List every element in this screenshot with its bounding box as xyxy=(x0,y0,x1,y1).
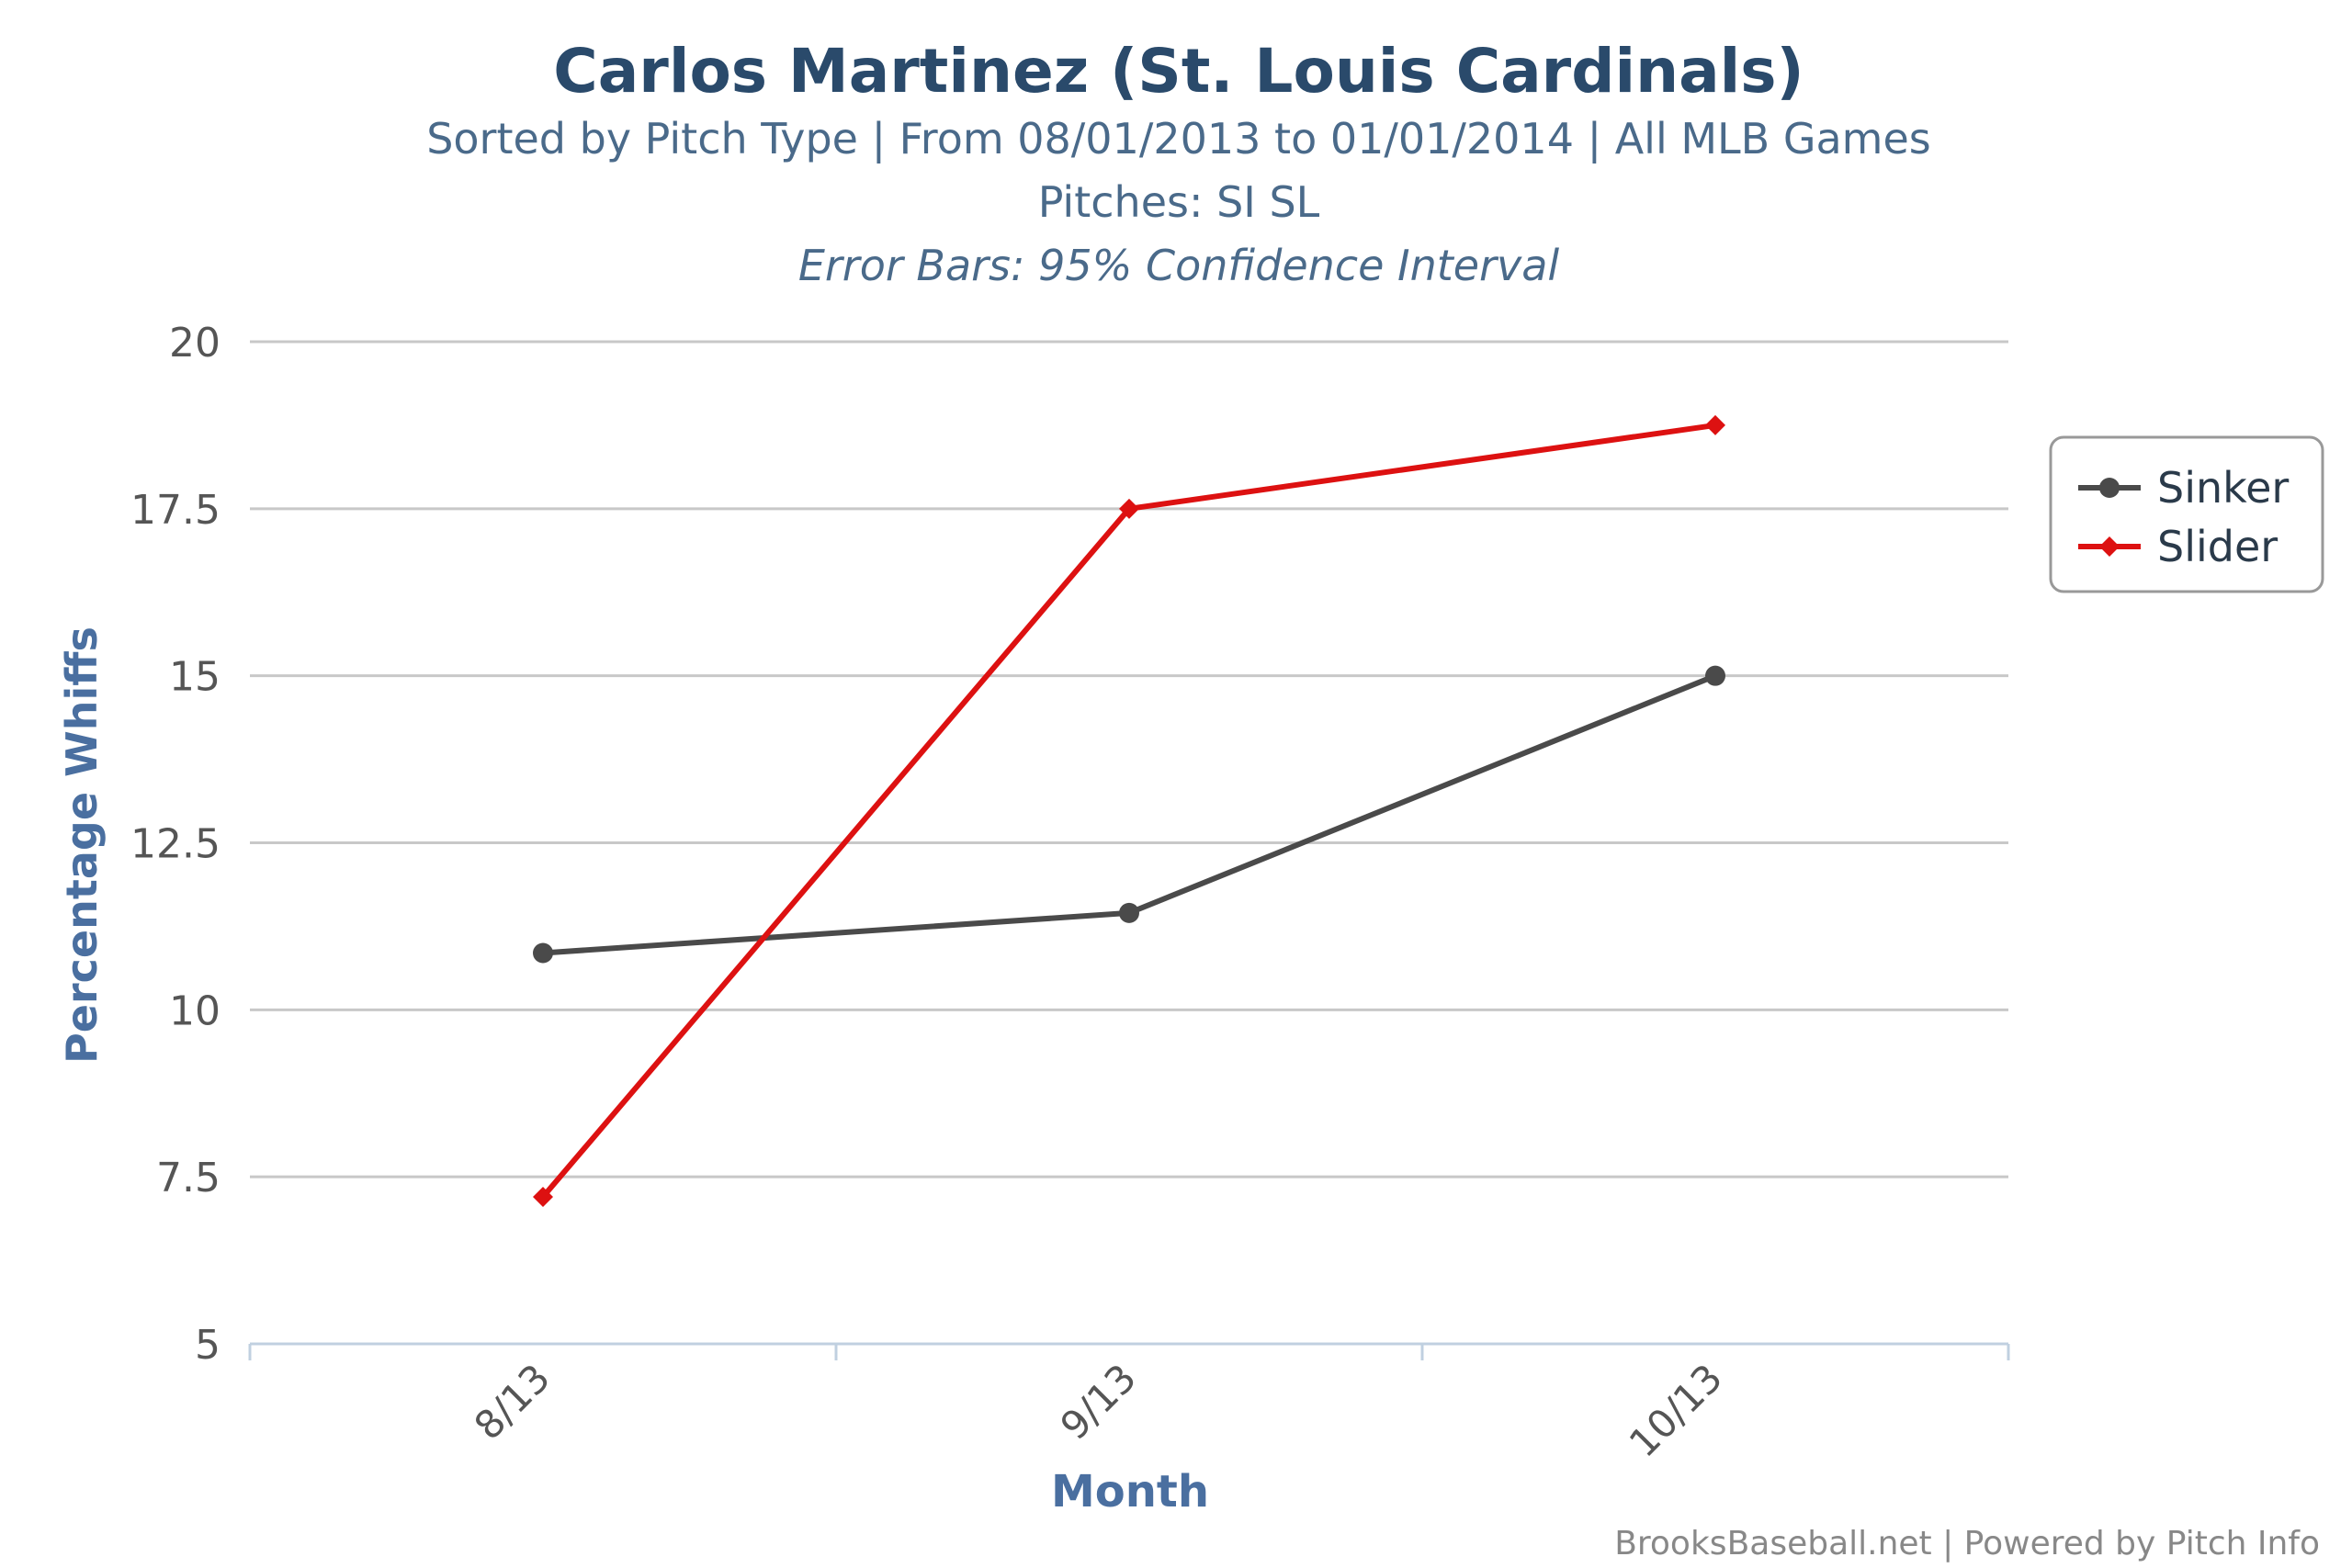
legend-label: Slider xyxy=(2157,522,2278,571)
legend-item-slider[interactable]: Slider xyxy=(2078,522,2278,571)
x-tick-label: 8/13 xyxy=(466,1355,559,1448)
y-tick-label: 15 xyxy=(169,654,220,701)
legend-label: Sinker xyxy=(2157,463,2289,513)
y-axis: 5 7.5 10 12.5 15 17.5 20 xyxy=(130,320,220,1369)
x-tick-label: 10/13 xyxy=(1621,1355,1731,1465)
credits[interactable]: BrooksBaseball.net | Powered by Pitch In… xyxy=(1614,1525,2320,1562)
y-tick-label: 17.5 xyxy=(130,487,220,534)
series-slider xyxy=(533,414,1725,1207)
legend-item-sinker[interactable]: Sinker xyxy=(2078,463,2289,513)
data-point[interactable] xyxy=(1119,498,1139,519)
data-point[interactable] xyxy=(533,942,553,964)
data-point[interactable] xyxy=(1705,665,1725,686)
y-tick-label: 20 xyxy=(169,320,220,367)
series-layer xyxy=(533,414,1725,1207)
legend[interactable]: Sinker Slider xyxy=(2049,435,2324,593)
x-axis: 8/13 9/13 10/13 xyxy=(248,1342,2010,1466)
data-point[interactable] xyxy=(1705,414,1725,435)
x-tick-label: 9/13 xyxy=(1052,1355,1145,1448)
legend-box xyxy=(2049,435,2324,593)
series-line-slider xyxy=(540,422,1716,1199)
chart-header: Carlos Martinez (St. Louis Cardinals) So… xyxy=(426,36,1931,290)
legend-marker xyxy=(2099,536,2120,557)
series-sinker xyxy=(533,665,1725,964)
chart-subtitle-line-1: Sorted by Pitch Type | From 08/01/2013 t… xyxy=(426,114,1931,164)
data-point[interactable] xyxy=(1119,902,1139,923)
grid-lines xyxy=(250,340,2008,1179)
chart-title: Carlos Martinez (St. Louis Cardinals) xyxy=(553,36,1804,107)
y-tick-label: 10 xyxy=(169,987,220,1034)
y-tick-label: 7.5 xyxy=(156,1155,220,1201)
legend-marker xyxy=(2099,478,2120,498)
y-tick-label: 5 xyxy=(195,1322,220,1369)
chart-subtitle-line-2: Pitches: SI SL xyxy=(1038,177,1320,227)
data-point[interactable] xyxy=(533,1186,553,1207)
chart-subtitle-line-3: Error Bars: 95% Confidence Interval xyxy=(798,241,1560,290)
y-axis-label: Percentage Whiffs xyxy=(57,626,107,1064)
y-tick-label: 12.5 xyxy=(130,821,220,868)
x-axis-label: Month xyxy=(1051,1466,1209,1517)
